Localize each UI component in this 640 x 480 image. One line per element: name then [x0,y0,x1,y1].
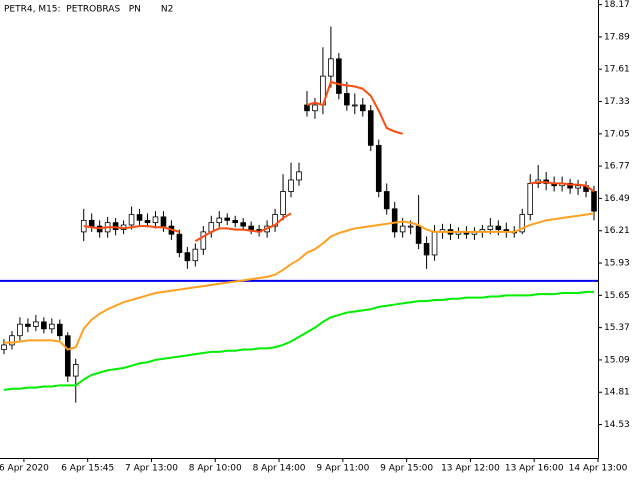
x-tick-label: 13 Apr 12:00 [441,464,500,474]
y-tick-label: 14.81 [604,388,630,398]
candle-body [57,323,63,337]
candle-body [519,214,526,233]
x-tick-label: 7 Apr 13:00 [125,464,178,474]
candle-body [272,214,278,227]
candle-body [431,231,438,256]
candle-body [296,171,302,181]
candle-body [487,225,494,230]
y-tick-label: 14.53 [604,420,630,430]
candle-body [423,243,430,256]
candle-body [128,214,135,226]
candle-body [567,183,573,189]
candle-body [391,208,398,233]
y-tick-label: 16.49 [604,194,630,204]
candle-body [88,219,95,227]
x-tick-label: 13 Apr 16:00 [505,464,564,474]
y-tick-label: 16.77 [604,162,630,172]
candle-body [200,231,207,250]
y-tick-label: 17.89 [604,32,630,42]
x-tick-label: 8 Apr 14:00 [253,464,306,474]
y-tick-label: 17.61 [604,65,630,75]
candle-body [9,335,15,346]
candle-body [49,323,55,330]
y-tick-label: 15.09 [604,355,630,365]
candle-body [304,104,310,112]
candle-body [407,225,414,228]
candle-body [33,321,39,327]
candle-body [352,104,358,107]
candle-body [591,191,597,212]
candle-body [25,323,31,327]
candle-body [216,217,223,224]
y-tick-label: 17.05 [604,129,630,139]
candle-body [144,219,151,224]
indicator-line [3,212,595,351]
y-tick-label: 15.37 [604,323,630,333]
candle-body [280,191,286,215]
candle-body [232,219,239,224]
indicator-line [194,212,292,242]
candle-body [248,225,254,230]
candle-body [160,216,167,227]
x-tick-label: 9 Apr 11:00 [316,464,369,474]
candle-body [383,191,390,210]
candle-body [152,216,159,224]
candle-body [17,323,23,337]
candle-body [336,58,342,94]
candle-body [328,58,334,77]
indicator-line [306,80,403,135]
candle-body [224,217,231,221]
y-tick-label: 15.65 [604,291,630,301]
candle-body [176,233,183,254]
candle-body [375,144,382,192]
indicator-line [3,290,595,391]
x-tick-label: 8 Apr 10:00 [189,464,242,474]
candle-body [1,344,7,350]
candle-body [575,185,581,189]
candle-body [184,252,191,262]
candle-body [136,214,143,221]
x-tick-label: 6 Apr 2020 [0,464,49,474]
candle-body [495,225,502,230]
x-tick-label: 14 Apr 13:00 [569,464,628,474]
y-tick-label: 17.33 [604,97,630,107]
candle-body [312,104,318,112]
x-tick-label: 6 Apr 15:45 [61,464,114,474]
candle-body [288,179,294,192]
plot-area [0,26,598,403]
candle-body [192,248,199,262]
candle-body [72,364,79,377]
candle-body [112,222,119,230]
candle-body [367,110,374,146]
candle-body [41,321,47,330]
chart-title: PETR4, M15: PETROBRAS PN N2 [4,5,173,15]
candle-body [64,335,71,377]
x-tick-label: 9 Apr 15:00 [380,464,433,474]
candle-body [344,93,350,106]
candle-body [399,225,406,233]
candle-body [415,225,422,244]
indicator-line [530,181,595,193]
candle-body [527,183,534,215]
y-tick-label: 15.93 [604,259,630,269]
y-tick-label: 16.21 [604,226,630,236]
indicator-line [83,225,180,233]
y-tick-label: 18.17 [604,0,630,10]
candle-body [359,104,366,112]
candle-body [240,222,246,227]
